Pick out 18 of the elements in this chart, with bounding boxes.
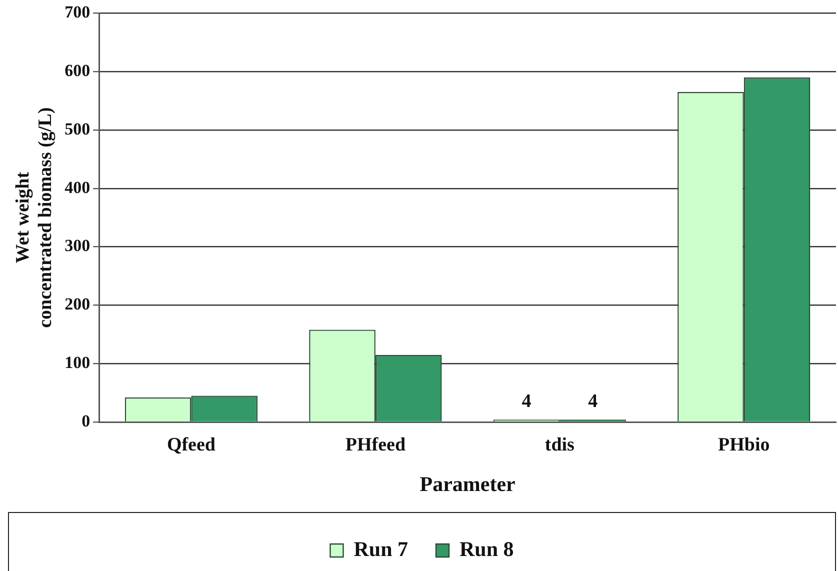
y-tick-label: 500 xyxy=(64,119,90,138)
x-tick-label: PHfeed xyxy=(345,434,406,456)
data-label: 4 xyxy=(588,391,598,412)
x-tick-label: Qfeed xyxy=(166,434,216,456)
x-tick-label: tdis xyxy=(544,434,574,456)
data-label: 4 xyxy=(522,391,532,412)
x-axis-title: Parameter xyxy=(420,472,516,496)
y-tick-label: 700 xyxy=(64,2,90,22)
x-tick-label: PHbio xyxy=(718,434,770,456)
y-tick-label: 0 xyxy=(82,411,90,430)
y-axis-title: Wet weight concentrated biomass (g/L) xyxy=(12,107,56,328)
y-tick-label: 300 xyxy=(64,236,90,256)
legend-label: Run 8 xyxy=(460,536,514,561)
y-tick-label: 600 xyxy=(64,60,90,80)
y-tick-label: 100 xyxy=(64,352,90,372)
legend-label: Run 7 xyxy=(354,536,408,561)
y-tick-label: 400 xyxy=(64,178,90,197)
y-tick-label: 200 xyxy=(64,294,90,314)
